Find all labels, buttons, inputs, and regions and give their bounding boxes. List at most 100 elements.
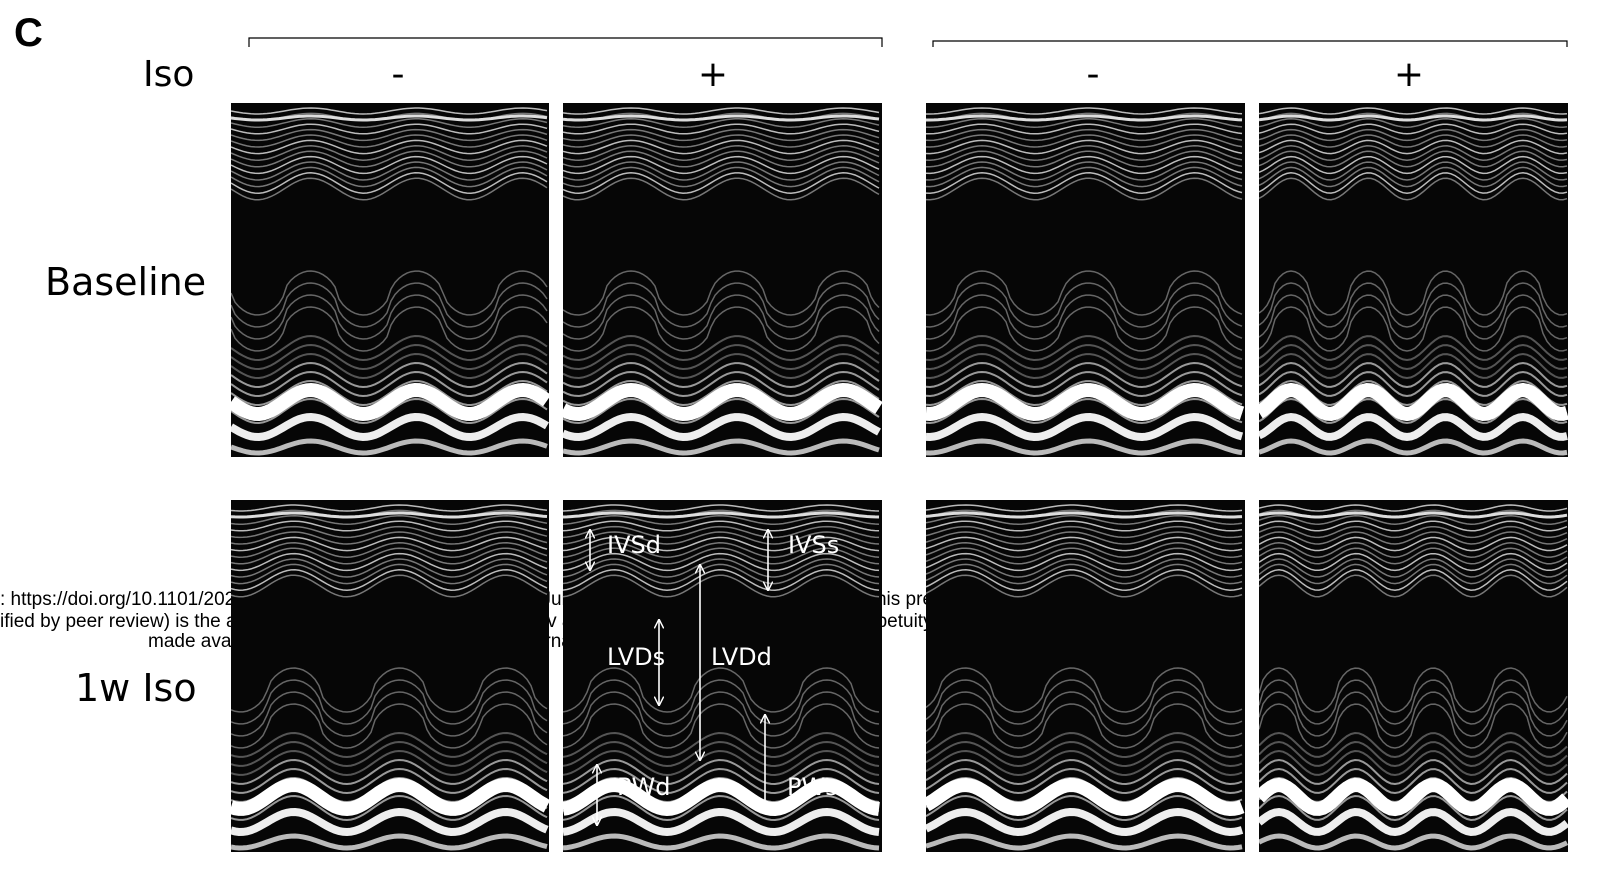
echo-band: [1259, 767, 1568, 795]
iso-label: Iso: [143, 54, 194, 95]
echo-band: [1259, 731, 1568, 759]
echo-band: [1259, 749, 1568, 777]
echo-band: [926, 114, 1243, 122]
echo-band: [563, 155, 880, 175]
echo-band: [1259, 691, 1568, 737]
echo-band: [926, 749, 1243, 777]
echo-band: [1259, 370, 1568, 398]
echo-band: [231, 536, 548, 552]
echo-band: [231, 547, 548, 565]
image-bg: [231, 500, 549, 852]
echo-band: [231, 691, 548, 737]
echo-band: [563, 703, 880, 749]
echo-band: [926, 833, 1243, 851]
bracket: [932, 40, 1568, 47]
echo-band: [1259, 118, 1568, 128]
echo-band: [563, 382, 882, 422]
echo-band: [231, 767, 548, 795]
echo-band: [1259, 558, 1568, 578]
echo-image: [926, 103, 1245, 457]
echo-band: [231, 107, 548, 115]
echo-band: [1259, 155, 1568, 175]
echo-band: [1259, 145, 1568, 161]
echo-band: [231, 574, 548, 598]
panel-label: C: [14, 11, 43, 55]
echo-band: [231, 563, 548, 585]
echo-band: [1259, 574, 1568, 598]
echo-band: [926, 172, 1243, 194]
echo-band: [926, 343, 1243, 371]
echo-image: [231, 500, 549, 852]
echo-band: [1259, 536, 1568, 552]
echo-band: [231, 382, 549, 422]
echo-band: [926, 525, 1243, 539]
echo-band: [926, 118, 1243, 128]
echo-band: [1259, 166, 1568, 188]
echo-band: [1259, 177, 1568, 201]
echo-band: [563, 352, 880, 380]
echo-band: [563, 749, 880, 777]
echo-band: [926, 767, 1243, 795]
echo-band: [231, 397, 548, 425]
echo-band: [1259, 107, 1568, 115]
echo-band: [231, 520, 548, 532]
echo-band: [563, 438, 880, 456]
echo-image: [926, 500, 1245, 852]
echo-band: [563, 542, 880, 558]
column-label: +: [698, 54, 728, 95]
echo-band: [231, 731, 548, 759]
echo-band: [563, 767, 880, 795]
echo-band: [563, 118, 880, 128]
echo-band: [563, 177, 880, 201]
echo-band: [926, 397, 1243, 425]
echo-band: [1259, 139, 1568, 155]
echo-band: [926, 177, 1243, 201]
echo-band: [231, 833, 548, 851]
echo-band: [563, 166, 880, 188]
echo-band: [1259, 294, 1568, 340]
echo-band: [231, 155, 548, 175]
echo-band: [231, 114, 548, 122]
echo-band: [926, 547, 1243, 565]
echo-band: [563, 731, 880, 759]
bracket: [248, 37, 883, 47]
echo-band: [231, 161, 548, 181]
echo-band: [926, 520, 1243, 532]
echo-band: [926, 536, 1243, 552]
echo-band: [926, 361, 1243, 389]
echo-band: [563, 361, 880, 389]
echo-band: [231, 542, 548, 558]
echo-band: [1259, 270, 1568, 316]
echo-band: [563, 123, 880, 135]
echo-band: [231, 306, 548, 352]
echo-band: [231, 370, 548, 398]
echo-band: [563, 569, 880, 591]
echo-band: [231, 558, 548, 578]
echo-band: [1259, 352, 1568, 380]
echo-band: [563, 343, 880, 371]
echo-band: [563, 667, 880, 713]
echo-band: [231, 794, 548, 822]
echo-band: [231, 511, 548, 519]
echo-band: [1259, 412, 1568, 442]
echo-band: [231, 509, 548, 519]
echo-band: [926, 379, 1243, 407]
echo-band: [231, 777, 549, 817]
echo-band: [563, 552, 880, 572]
echo-band: [231, 294, 548, 340]
echo-band: [1259, 282, 1568, 328]
echo-band: [1259, 542, 1568, 558]
echo-band: [926, 703, 1243, 749]
echo-band: [926, 731, 1243, 759]
echo-image: [563, 103, 882, 457]
echo-band: [1259, 504, 1568, 512]
echo-band: [563, 334, 880, 362]
echo-band: [926, 123, 1243, 135]
echo-band: [563, 370, 880, 398]
echo-band: [926, 552, 1243, 572]
echo-band: [926, 667, 1243, 713]
echo-band: [926, 794, 1243, 822]
echo-band: [1259, 150, 1568, 168]
echo-band: [926, 334, 1243, 362]
